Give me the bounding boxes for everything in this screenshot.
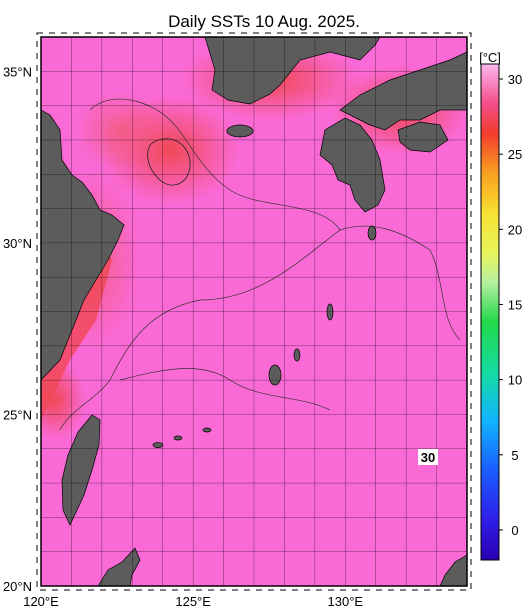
shikoku-island [397, 121, 449, 153]
colorbar: [°C] 30 25 20 15 10 5 0 [479, 50, 522, 561]
contour-label-box: 30 [418, 449, 438, 465]
colorbar-unit: [°C] [479, 50, 501, 65]
island [97, 547, 141, 586]
island [367, 225, 377, 241]
longitude-tick-label: 130°E [328, 594, 364, 609]
latitude-tick-label: 20°N [3, 579, 32, 594]
latitude-labels: 20°N 25°N 30°N 35°N [3, 64, 32, 594]
luzon-tip [439, 554, 467, 586]
colorbar-tick-label: 15 [508, 297, 522, 312]
colorbar-tick-label: 5 [511, 448, 518, 463]
longitude-tick-label: 120°E [23, 594, 59, 609]
longitude-labels: 120°E 125°E 130°E [23, 594, 363, 609]
latitude-tick-label: 25°N [3, 407, 32, 422]
colorbar-tick-label: 25 [508, 147, 522, 162]
colorbar-tick-label: 0 [511, 523, 518, 538]
korea-peninsula [204, 37, 381, 105]
island [202, 427, 212, 433]
latitude-tick-label: 35°N [3, 64, 32, 79]
colorbar-tick-label: 20 [508, 222, 522, 237]
jeju-island [226, 124, 254, 138]
latitude-tick-label: 30°N [3, 236, 32, 251]
map-title: Daily SSTs 10 Aug. 2025. [168, 12, 360, 31]
map-frame [36, 32, 472, 591]
contour-label: 30 [421, 450, 435, 465]
colorbar-tick-label: 30 [508, 72, 522, 87]
colorbar-tick-label: 10 [508, 373, 522, 388]
island [293, 348, 301, 362]
okinawa-island [268, 364, 282, 386]
longitude-tick-label: 125°E [175, 594, 211, 609]
graticule [41, 37, 467, 586]
island [173, 435, 183, 441]
island [326, 303, 334, 321]
island [152, 442, 164, 448]
